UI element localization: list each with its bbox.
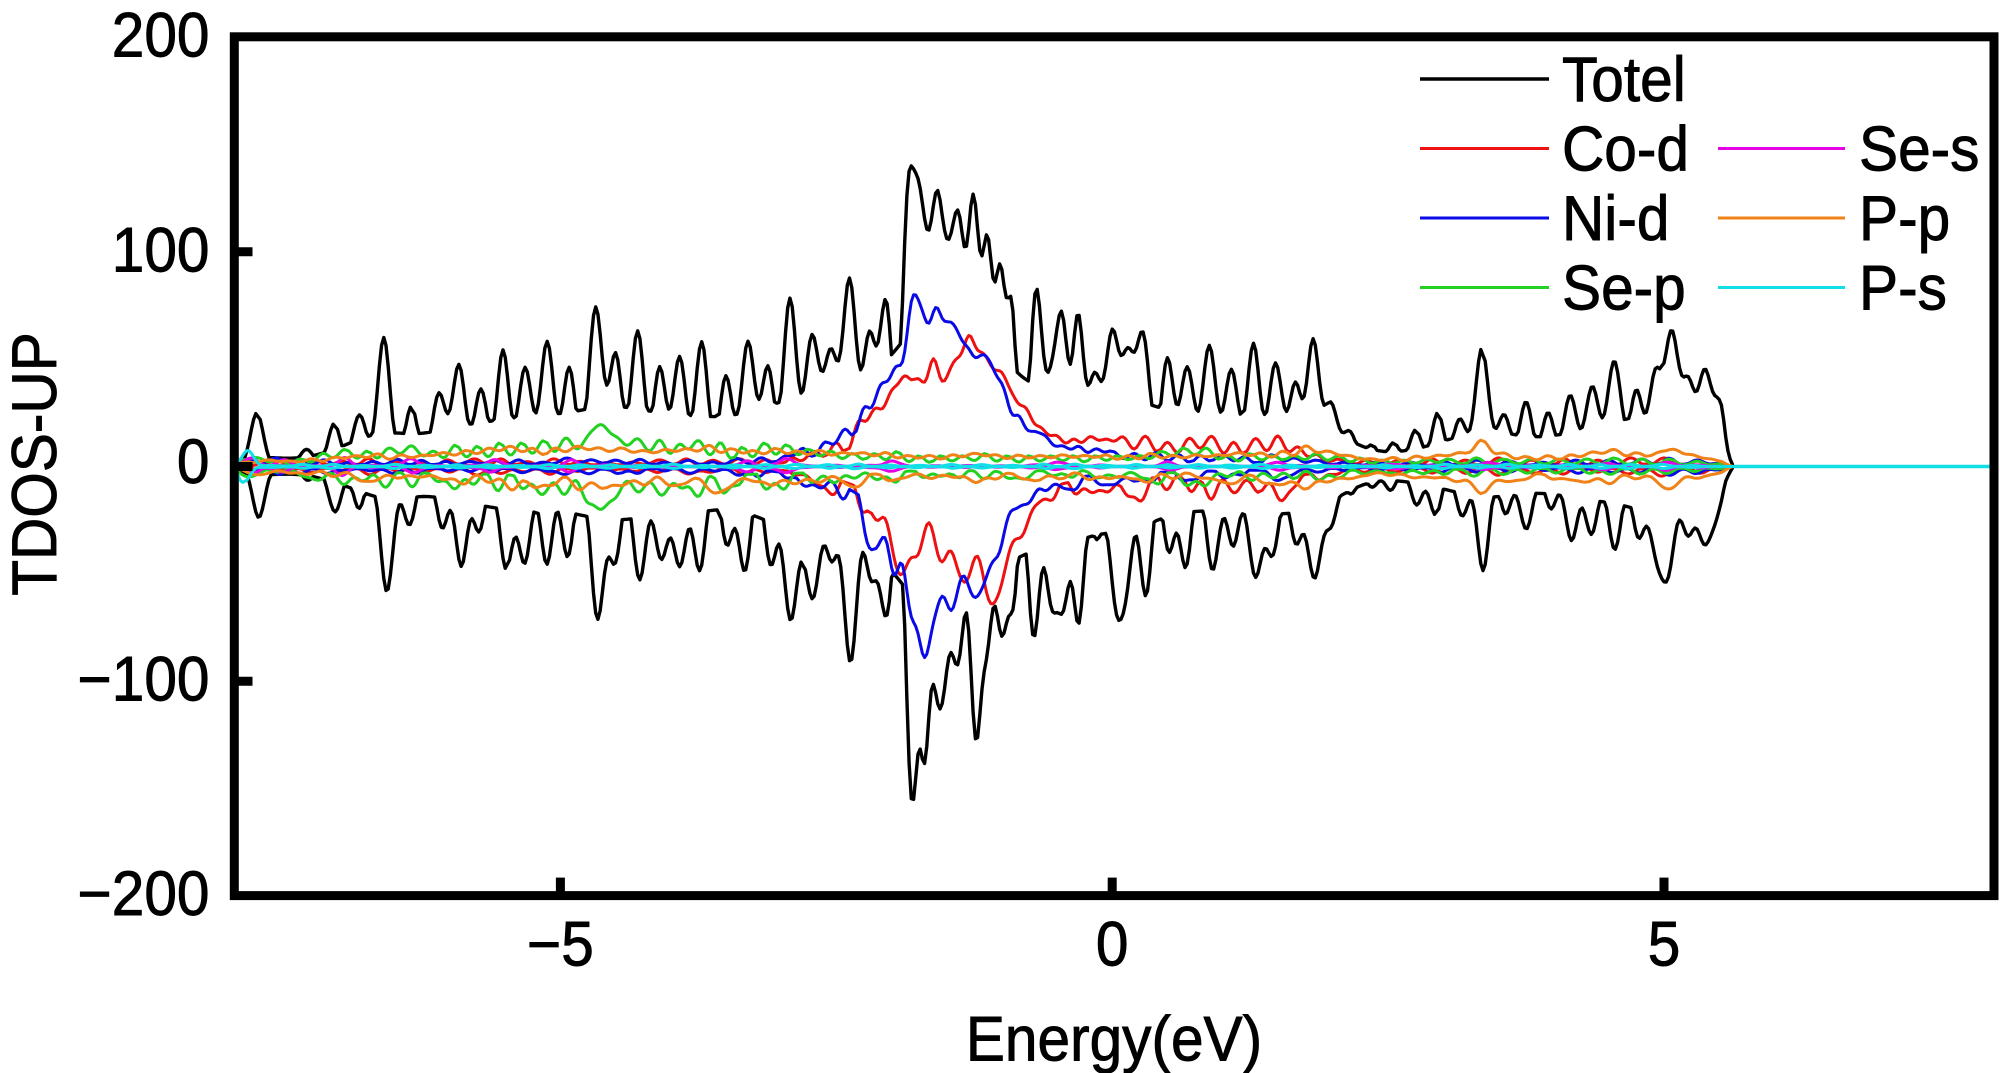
svg-text:200: 200 bbox=[112, 0, 210, 70]
svg-text:5: 5 bbox=[1648, 909, 1681, 979]
svg-text:Se-s: Se-s bbox=[1859, 114, 1979, 184]
svg-text:0: 0 bbox=[177, 426, 210, 496]
svg-text:P-s: P-s bbox=[1859, 253, 1947, 323]
svg-text:P-p: P-p bbox=[1859, 183, 1950, 253]
svg-text:0: 0 bbox=[1096, 909, 1129, 979]
svg-text:Ni-d: Ni-d bbox=[1562, 183, 1669, 253]
svg-text:−200: −200 bbox=[78, 858, 210, 928]
svg-text:Co-d: Co-d bbox=[1562, 114, 1689, 184]
svg-text:Se-p: Se-p bbox=[1562, 253, 1686, 323]
svg-text:−100: −100 bbox=[78, 644, 210, 714]
svg-text:TDOS-UP: TDOS-UP bbox=[0, 332, 69, 596]
svg-text:−5: −5 bbox=[527, 909, 594, 979]
svg-text:Totel: Totel bbox=[1562, 44, 1686, 114]
svg-text:Energy(eV): Energy(eV) bbox=[966, 1004, 1262, 1073]
svg-text:100: 100 bbox=[112, 215, 210, 285]
